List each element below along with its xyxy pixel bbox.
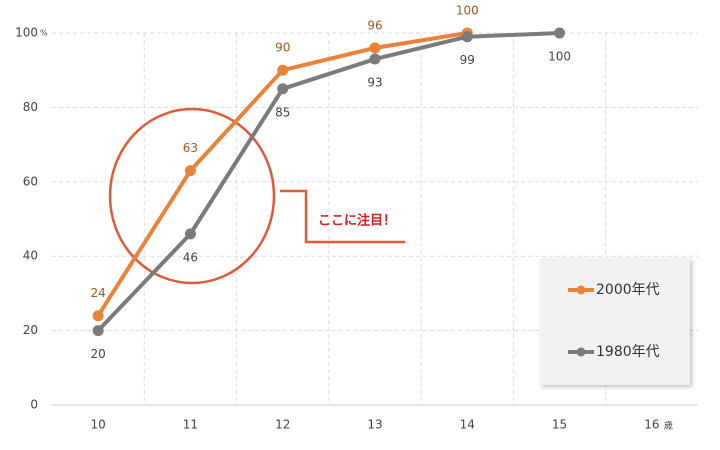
value-label: 100	[548, 50, 571, 64]
point	[184, 165, 196, 177]
x-tick-label: 13	[367, 418, 382, 432]
point	[92, 325, 104, 337]
callout-line	[280, 189, 405, 244]
value-label: 99	[460, 53, 475, 67]
point	[277, 64, 289, 76]
y-tick-label: 80	[23, 100, 38, 114]
point	[461, 31, 473, 43]
value-label: 46	[183, 250, 198, 264]
x-tick-label: 14	[460, 418, 475, 432]
value-label: 90	[275, 41, 290, 55]
legend-label: 2000年代	[596, 282, 660, 298]
annotation: ここに注目！	[318, 213, 396, 229]
x-tick-label: 15	[552, 418, 567, 432]
point	[277, 83, 289, 95]
y-unit: %	[40, 29, 48, 38]
y-tick-label: 40	[23, 249, 38, 263]
x-tick-label: 11	[183, 418, 198, 432]
y-tick-label: 100	[15, 26, 38, 40]
x-tick-label: 12	[275, 418, 290, 432]
x-unit: 歳	[664, 420, 673, 432]
point	[554, 27, 566, 39]
point	[369, 53, 381, 65]
legend-dot	[576, 347, 586, 357]
y-tick-label: 60	[23, 174, 38, 188]
x-tick-label: 16	[644, 418, 659, 432]
value-label: 93	[367, 76, 382, 90]
legend: 2000年代 1980年代	[568, 282, 660, 360]
legend-box	[540, 258, 690, 385]
y-tick-label: 20	[23, 323, 38, 337]
value-label: 100	[456, 4, 479, 18]
value-label: 96	[367, 18, 382, 32]
x-tick-label: 10	[91, 418, 106, 432]
value-label: 63	[183, 141, 198, 155]
highlight-circle	[108, 107, 276, 285]
plot: 24 63 90 96 100 20 46 85 93 99 100	[91, 4, 572, 362]
series-line	[96, 31, 560, 332]
grid	[52, 32, 698, 405]
value-label: 20	[91, 347, 106, 361]
y-tick-label: 0	[30, 398, 38, 412]
point	[369, 42, 381, 54]
value-label: 85	[275, 105, 290, 119]
value-label: 24	[91, 286, 106, 300]
legend-label: 1980年代	[596, 344, 660, 360]
point	[92, 310, 104, 322]
point	[184, 228, 196, 240]
legend-dot	[576, 285, 586, 295]
